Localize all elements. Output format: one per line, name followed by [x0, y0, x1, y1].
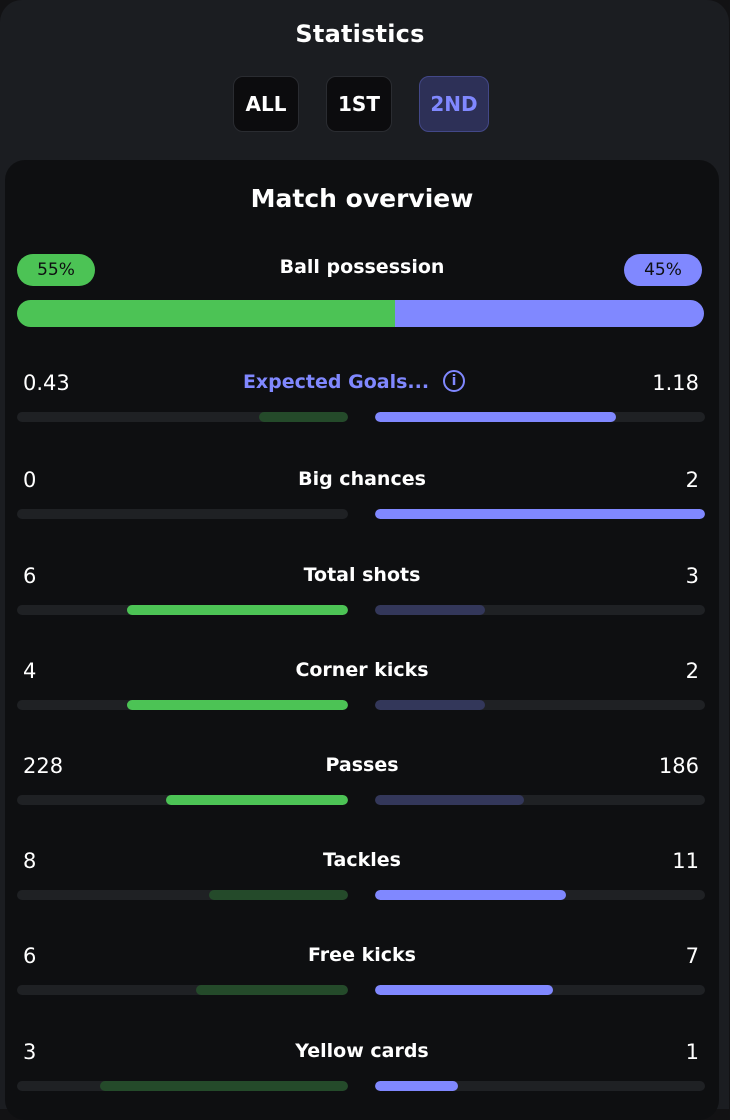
away-bar-fill	[375, 1081, 458, 1091]
home-bar-fill	[99, 1081, 348, 1091]
stat-row-yellow-cards: 3 Yellow cards 1	[5, 1039, 719, 1099]
home-bar-fill	[127, 605, 348, 615]
away-value: 2	[685, 468, 699, 492]
tab-1st[interactable]: 1ST	[326, 76, 392, 132]
home-value: 228	[23, 754, 64, 778]
away-bar-fill	[375, 890, 567, 900]
away-value: 7	[685, 944, 699, 968]
home-bar-fill	[127, 700, 348, 710]
away-value: 2	[685, 659, 699, 683]
away-value: 11	[672, 849, 699, 873]
away-bar-track	[375, 795, 705, 805]
home-bar-fill	[208, 890, 348, 900]
home-value: 0	[23, 468, 37, 492]
info-icon[interactable]: i	[443, 370, 465, 392]
home-value: 6	[23, 944, 37, 968]
away-bar-track	[375, 412, 705, 422]
stat-label: Big chances	[298, 468, 426, 490]
possession-away-badge: 45%	[624, 254, 702, 286]
away-bar-track	[375, 509, 705, 519]
period-tabs: ALL 1ST 2ND	[0, 76, 720, 134]
away-bar-fill	[375, 985, 554, 995]
home-value: 6	[23, 564, 37, 588]
away-value: 1.18	[652, 371, 699, 395]
home-bar-fill	[258, 412, 348, 422]
home-bar-track	[17, 795, 348, 805]
home-bar-fill	[165, 795, 348, 805]
away-bar-fill	[375, 412, 616, 422]
stat-row-total-shots: 6 Total shots 3	[5, 563, 719, 623]
away-bar-fill	[375, 795, 524, 805]
stat-label: Tackles	[323, 849, 401, 871]
home-bar-track	[17, 509, 348, 519]
away-value: 3	[685, 564, 699, 588]
stat-row-corner-kicks: 4 Corner kicks 2	[5, 658, 719, 718]
possession-home-fill	[17, 300, 395, 327]
away-bar-track	[375, 890, 705, 900]
home-value: 4	[23, 659, 37, 683]
home-bar-track	[17, 700, 348, 710]
stat-row-free-kicks: 6 Free kicks 7	[5, 943, 719, 1003]
stat-row-expected-goals[interactable]: 0.43 Expected Goals... i 1.18	[5, 370, 719, 430]
stat-label: Yellow cards	[295, 1040, 429, 1062]
away-bar-fill	[375, 700, 485, 710]
possession-bar	[17, 300, 704, 327]
away-bar-track	[375, 605, 705, 615]
stat-label: Passes	[325, 754, 399, 776]
stat-row-tackles: 8 Tackles 11	[5, 848, 719, 908]
page-title: Statistics	[295, 20, 425, 48]
away-bar-track	[375, 1081, 705, 1091]
home-bar-track	[17, 1081, 348, 1091]
possession-label: Ball possession	[279, 256, 445, 278]
section-title: Match overview	[250, 184, 474, 213]
stat-label: Total shots	[303, 564, 421, 586]
home-value: 3	[23, 1040, 37, 1064]
home-bar-track	[17, 605, 348, 615]
tab-2nd[interactable]: 2ND	[419, 76, 489, 132]
home-value: 0.43	[23, 371, 70, 395]
possession-home-badge: 55%	[17, 254, 95, 286]
home-bar-track	[17, 890, 348, 900]
away-bar-track	[375, 700, 705, 710]
home-value: 8	[23, 849, 37, 873]
away-value: 1	[685, 1040, 699, 1064]
stat-label-link[interactable]: Expected Goals...	[242, 371, 430, 393]
tab-all[interactable]: ALL	[233, 76, 299, 132]
home-bar-fill	[195, 985, 348, 995]
away-bar-fill	[375, 605, 485, 615]
away-bar-track	[375, 985, 705, 995]
away-value: 186	[658, 754, 699, 778]
home-bar-track	[17, 985, 348, 995]
away-bar-fill	[375, 509, 705, 519]
stat-label: Corner kicks	[295, 659, 429, 681]
stat-label: Free kicks	[308, 944, 416, 966]
match-overview-card: Match overview 55% Ball possession 45% 0…	[5, 160, 719, 1120]
possession-away-fill	[394, 300, 704, 327]
stat-row-passes: 228 Passes 186	[5, 753, 719, 813]
home-bar-track	[17, 412, 348, 422]
stat-row-big-chances: 0 Big chances 2	[5, 467, 719, 527]
